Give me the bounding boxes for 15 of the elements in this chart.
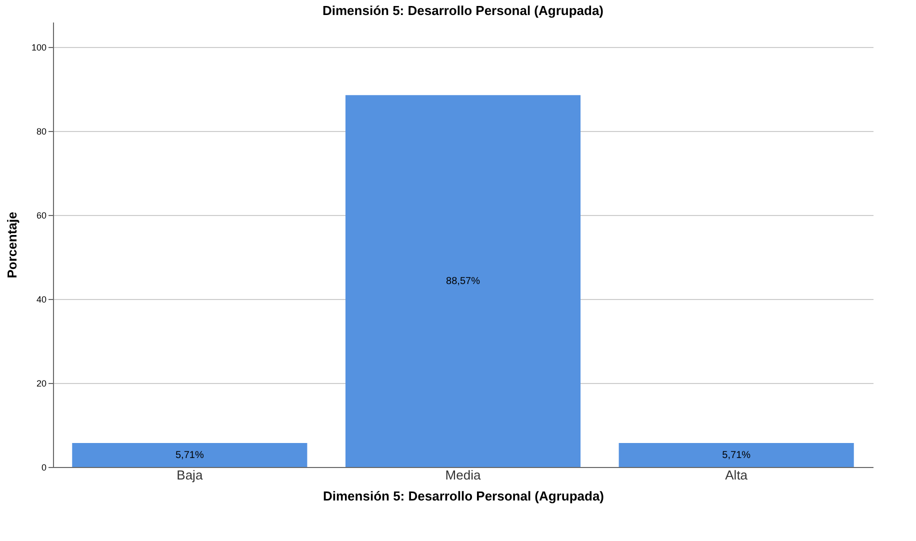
data-label: 5,71% (175, 450, 204, 462)
y-tick-label: 40 (36, 294, 46, 305)
data-label: 88,57% (446, 276, 480, 288)
y-tick-label: 60 (36, 210, 46, 221)
x-tick-label: Baja (176, 468, 204, 482)
y-axis-title: Porcentaje (4, 212, 20, 278)
data-label: 5,71% (722, 450, 751, 462)
y-tick-label: 0 (41, 462, 46, 472)
x-tick-label: Media (445, 468, 482, 482)
y-tick-label: 20 (36, 378, 46, 389)
y-tick-label: 100 (31, 42, 46, 53)
y-tick-label: 80 (36, 126, 46, 137)
x-axis-title: Dimensión 5: Desarrollo Personal (Agrupada) (322, 488, 604, 504)
x-tick-label: Alta (725, 468, 748, 482)
chart-title: Dimensión 5: Desarrollo Personal (Agrupada) (322, 3, 604, 18)
